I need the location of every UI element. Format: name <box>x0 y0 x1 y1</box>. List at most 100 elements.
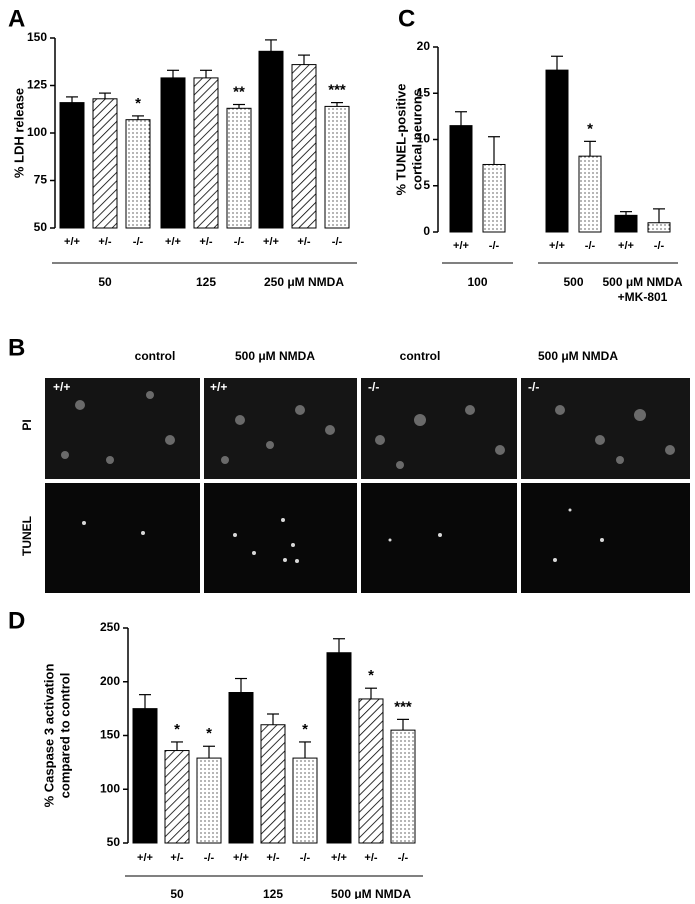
x-tick-label: 100 <box>467 275 487 289</box>
micrograph <box>45 378 200 479</box>
y-tick-label: 125 <box>27 78 47 92</box>
genotype-label: +/+ <box>210 380 227 394</box>
bar <box>92 98 118 229</box>
series-label: +/- <box>297 236 310 248</box>
bar <box>324 105 350 229</box>
significance-label: * <box>174 721 180 738</box>
panel-label: C <box>398 5 415 32</box>
y-tick-label: 250 <box>100 620 120 634</box>
series-label: -/- <box>398 852 409 864</box>
y-tick-label: 5 <box>423 178 430 192</box>
series-label: +/+ <box>165 236 181 248</box>
micrograph <box>361 483 517 593</box>
series-label: +/+ <box>618 240 634 252</box>
column-header: control <box>400 349 441 363</box>
y-tick-label: 100 <box>100 781 120 795</box>
bar <box>260 724 286 844</box>
genotype-label: -/- <box>368 380 379 394</box>
x-tick-label: 125 <box>196 275 216 289</box>
y-tick-label: 10 <box>417 132 431 146</box>
bar <box>291 64 317 229</box>
series-label: +/- <box>364 852 377 864</box>
bar <box>292 757 318 844</box>
series-label: +/+ <box>453 240 469 252</box>
series-label: -/- <box>654 240 665 252</box>
y-tick-label: 100 <box>27 125 47 139</box>
row-label: TUNEL <box>20 516 34 556</box>
series-label: +/+ <box>137 852 153 864</box>
significance-label: *** <box>394 698 412 715</box>
bar <box>449 125 473 233</box>
bar <box>228 692 254 844</box>
series-label: -/- <box>585 240 596 252</box>
y-tick-label: 0 <box>423 224 430 238</box>
micrograph <box>204 483 357 593</box>
series-label: +/- <box>199 236 212 248</box>
series-label: +/+ <box>331 852 347 864</box>
y-tick-label: 150 <box>27 30 47 44</box>
significance-label: * <box>302 721 308 738</box>
y-axis-label: cortical neurons <box>409 89 424 190</box>
y-axis-label: compared to control <box>57 673 72 799</box>
bar <box>326 652 352 844</box>
series-label: +/+ <box>64 236 80 248</box>
x-tick-label: 500 <box>563 275 583 289</box>
bar <box>390 729 416 844</box>
x-tick-label: 500 μM NMDA <box>602 275 682 289</box>
bar <box>358 698 384 844</box>
column-header: control <box>135 349 176 363</box>
bar <box>578 155 602 233</box>
micrograph <box>521 378 690 479</box>
x-tick-label: 500 μM NMDA <box>331 887 411 899</box>
y-tick-label: 150 <box>100 728 120 742</box>
series-label: +/+ <box>233 852 249 864</box>
series-label: -/- <box>300 852 311 864</box>
y-tick-label: 75 <box>34 173 48 187</box>
y-tick-label: 20 <box>417 39 431 53</box>
series-label: -/- <box>234 236 245 248</box>
series-label: -/- <box>332 236 343 248</box>
x-tick-label: 50 <box>98 275 112 289</box>
bar <box>482 163 506 233</box>
bar <box>125 119 151 229</box>
micrograph <box>45 483 200 593</box>
series-label: +/+ <box>263 236 279 248</box>
bar <box>132 708 158 844</box>
column-header: 500 μM NMDA <box>538 349 618 363</box>
significance-label: * <box>135 95 141 112</box>
bar <box>647 222 671 233</box>
micrograph-panel: B control 500 μM NMDA control 500 μM NMD… <box>8 334 690 593</box>
significance-label: ** <box>233 83 245 100</box>
series-label: +/+ <box>549 240 565 252</box>
x-tick-label: 125 <box>263 887 283 899</box>
bar <box>59 102 85 229</box>
panel-label: D <box>8 607 25 634</box>
x-tick-label: 250 μM NMDA <box>264 275 344 289</box>
bar <box>258 50 284 229</box>
series-label: +/- <box>266 852 279 864</box>
cells <box>61 391 675 469</box>
significance-label: * <box>587 120 593 137</box>
significance-label: * <box>368 667 374 684</box>
genotype-label: +/+ <box>53 380 70 394</box>
series-label: +/- <box>98 236 111 248</box>
bar <box>545 69 569 233</box>
micrograph <box>521 483 690 593</box>
bar <box>193 77 219 229</box>
significance-label: * <box>206 725 212 742</box>
series-label: -/- <box>489 240 500 252</box>
y-axis-label: % LDH release <box>11 88 26 178</box>
micrograph <box>361 378 517 479</box>
series-label: -/- <box>133 236 144 248</box>
x-tick-label: 50 <box>170 887 184 899</box>
panel-label: A <box>8 5 25 32</box>
genotype-label: -/- <box>528 380 539 394</box>
column-header: 500 μM NMDA <box>235 349 315 363</box>
panel-label: B <box>8 334 25 361</box>
significance-label: *** <box>328 82 346 99</box>
bar <box>196 757 222 844</box>
y-tick-label: 200 <box>100 674 120 688</box>
y-tick-label: 50 <box>34 220 48 234</box>
y-tick-label: 50 <box>107 835 121 849</box>
